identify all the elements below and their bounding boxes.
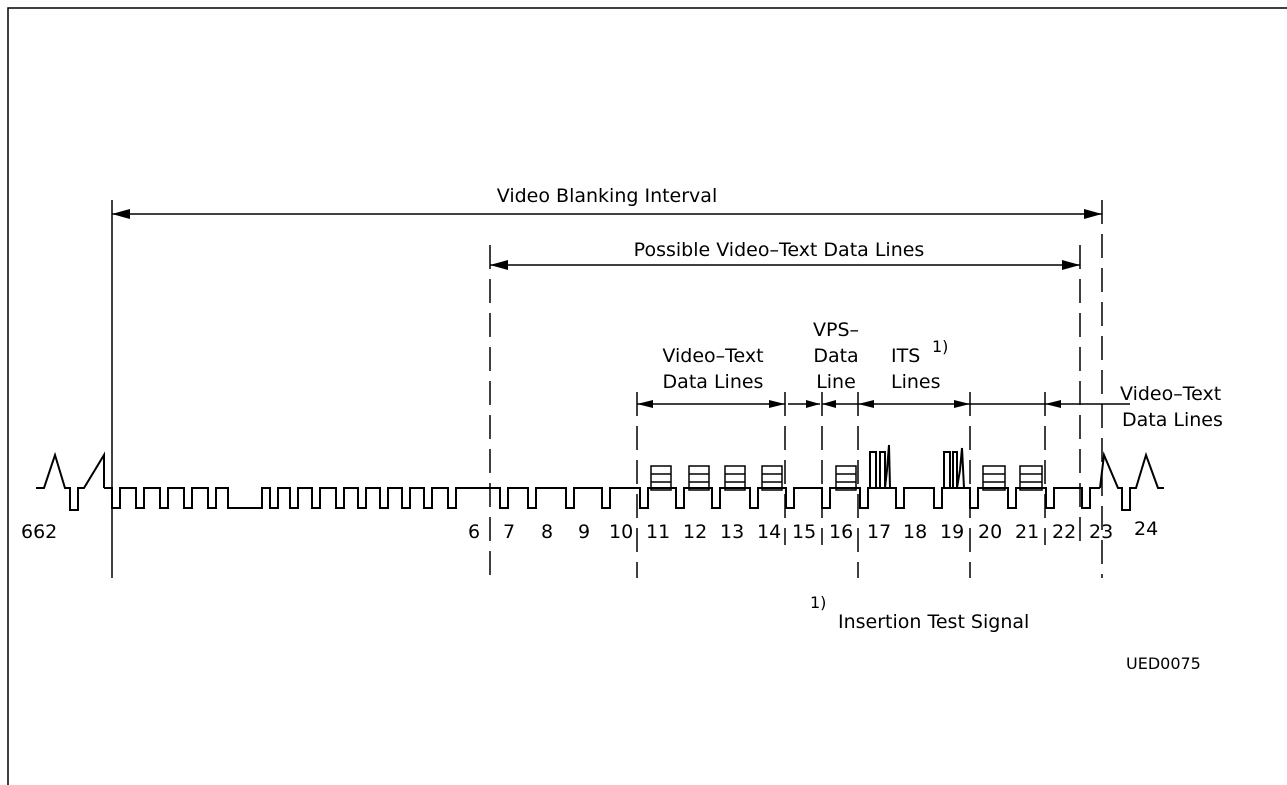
line-number: 11 [646, 521, 670, 543]
vt-right-arrow [970, 400, 1130, 408]
vt-left-label-2: Data Lines [663, 371, 764, 393]
line-number: 20 [978, 521, 1002, 543]
data-packets [650, 465, 1043, 491]
vps-label-2: Data [813, 345, 858, 367]
line-number: 16 [829, 521, 853, 543]
its-label-1: ITS [891, 345, 920, 367]
line-number: 10 [609, 521, 633, 543]
footnote-text: Insertion Test Signal [838, 611, 1029, 633]
blanking-arrow [112, 209, 1102, 219]
line-number: 6 [468, 521, 480, 543]
line-number: 9 [578, 521, 590, 543]
vt-left-label-1: Video–Text [662, 345, 763, 367]
line-number: 15 [792, 521, 816, 543]
vt-right-label-1: Video–Text [1120, 383, 1221, 405]
line-number: 23 [1089, 521, 1113, 543]
figure-code: UED0075 [1126, 654, 1201, 673]
line-number: 7 [503, 521, 515, 543]
line-number: 662 [21, 521, 57, 543]
line-number: 12 [683, 521, 707, 543]
line-number: 17 [867, 521, 891, 543]
vps-label-3: Line [816, 371, 856, 393]
line-number: 8 [541, 521, 553, 543]
vt-lines-arrow [637, 400, 785, 408]
line-number: 19 [940, 521, 964, 543]
vps-label-1: VPS– [813, 319, 859, 341]
vps-arrow [788, 400, 820, 408]
vt-right-label-2: Data Lines [1122, 409, 1223, 431]
line-number: 14 [757, 521, 781, 543]
possible-lines-label: Possible Video–Text Data Lines [634, 239, 925, 261]
line-number: 22 [1052, 521, 1076, 543]
signal-waveform [36, 451, 1164, 511]
its-superscript: 1) [932, 337, 948, 356]
its-label-2: Lines [891, 371, 941, 393]
possible-lines-arrow [490, 260, 1080, 270]
footnote-superscript: 1) [810, 593, 826, 612]
blanking-label: Video Blanking Interval [497, 185, 717, 207]
frame-border [7, 7, 1287, 785]
line-number: 21 [1015, 521, 1039, 543]
line-number: 18 [903, 521, 927, 543]
vps-arrow-2 [822, 400, 858, 408]
its-signals [869, 444, 965, 489]
its-arrow [858, 400, 970, 408]
line-number: 24 [1134, 518, 1158, 540]
line-number: 13 [720, 521, 744, 543]
line-number-labels: 662 6 7 8 9 10 11 12 13 14 15 16 17 18 1… [21, 518, 1158, 543]
